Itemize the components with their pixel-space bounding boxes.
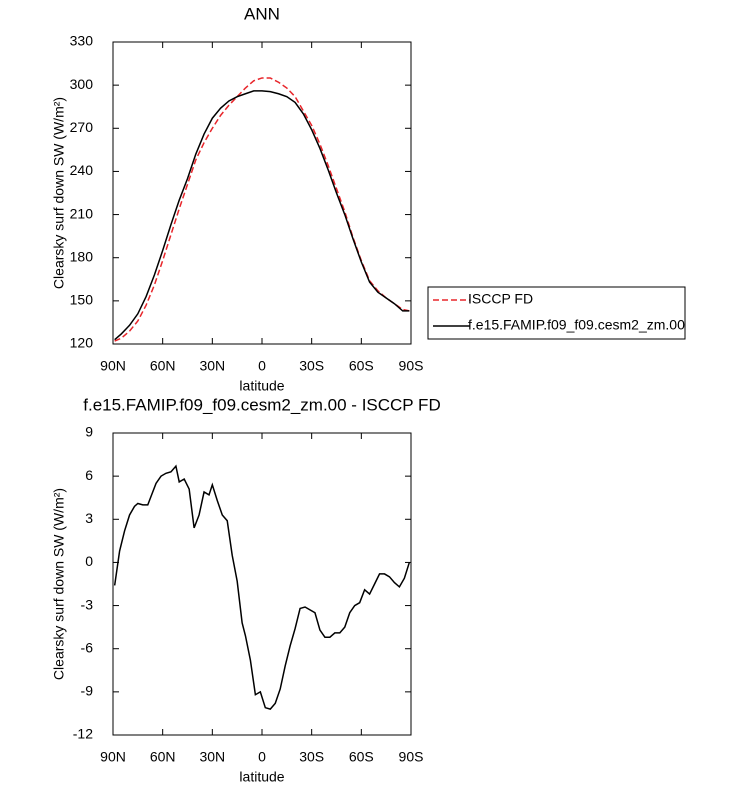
y-tick-label: 270	[70, 119, 94, 135]
x-tick-label: 60S	[349, 358, 374, 374]
plot-frame	[112, 41, 412, 345]
y-tick-label: -6	[81, 639, 94, 655]
x-tick-label: 90N	[100, 749, 126, 765]
y-tick-label: 3	[85, 510, 93, 526]
series-line	[113, 464, 411, 710]
y-tick-label: 120	[70, 335, 94, 351]
y-tick-label: 9	[85, 424, 93, 440]
chart-title: ANN	[244, 4, 280, 23]
legend-label: f.e15.FAMIP.f09_f09.cesm2_zm.00	[468, 317, 685, 333]
x-tick-label: 30S	[299, 358, 324, 374]
x-tick-label: 60N	[150, 749, 176, 765]
x-tick-label: 30N	[199, 358, 225, 374]
y-tick-label: 180	[70, 248, 94, 264]
y-tick-label: 240	[70, 162, 94, 178]
y-tick-label: 150	[70, 292, 94, 308]
y-tick-label: -9	[81, 683, 94, 699]
x-tick-label: 60N	[150, 358, 176, 374]
y-axis-label: Clearsky surf down SW (W/m²)	[51, 97, 67, 289]
legend-label: ISCCP FD	[468, 291, 533, 307]
x-tick-label: 90S	[399, 358, 424, 374]
legend-box	[427, 286, 686, 340]
y-tick-label: -12	[73, 726, 93, 742]
x-tick-label: 30N	[199, 749, 225, 765]
series-line	[114, 90, 410, 341]
x-axis-label: latitude	[239, 769, 284, 785]
x-tick-label: 30S	[299, 749, 324, 765]
chart-title: f.e15.FAMIP.f09_f09.cesm2_zm.00 - ISCCP …	[83, 395, 440, 414]
x-tick-label: 60S	[349, 749, 374, 765]
y-tick-label: 6	[85, 467, 93, 483]
y-tick-label: 300	[70, 76, 94, 92]
series-line	[114, 77, 410, 342]
x-tick-label: 90N	[100, 358, 126, 374]
y-tick-label: -3	[81, 596, 94, 612]
y-tick-label: 330	[70, 33, 94, 49]
y-tick-label: 210	[70, 205, 94, 221]
x-tick-label: 0	[258, 358, 266, 374]
x-tick-label: 0	[258, 749, 266, 765]
plot-frame	[112, 432, 412, 736]
x-axis-label: latitude	[239, 378, 284, 394]
x-tick-label: 90S	[399, 749, 424, 765]
y-tick-label: 0	[85, 553, 93, 569]
y-axis-label: Clearsky surf down SW (W/m²)	[51, 488, 67, 680]
